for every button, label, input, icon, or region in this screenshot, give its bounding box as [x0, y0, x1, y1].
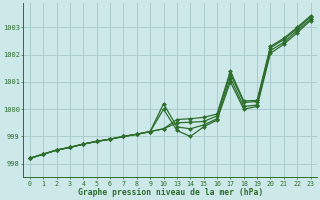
X-axis label: Graphe pression niveau de la mer (hPa): Graphe pression niveau de la mer (hPa) — [78, 188, 263, 197]
